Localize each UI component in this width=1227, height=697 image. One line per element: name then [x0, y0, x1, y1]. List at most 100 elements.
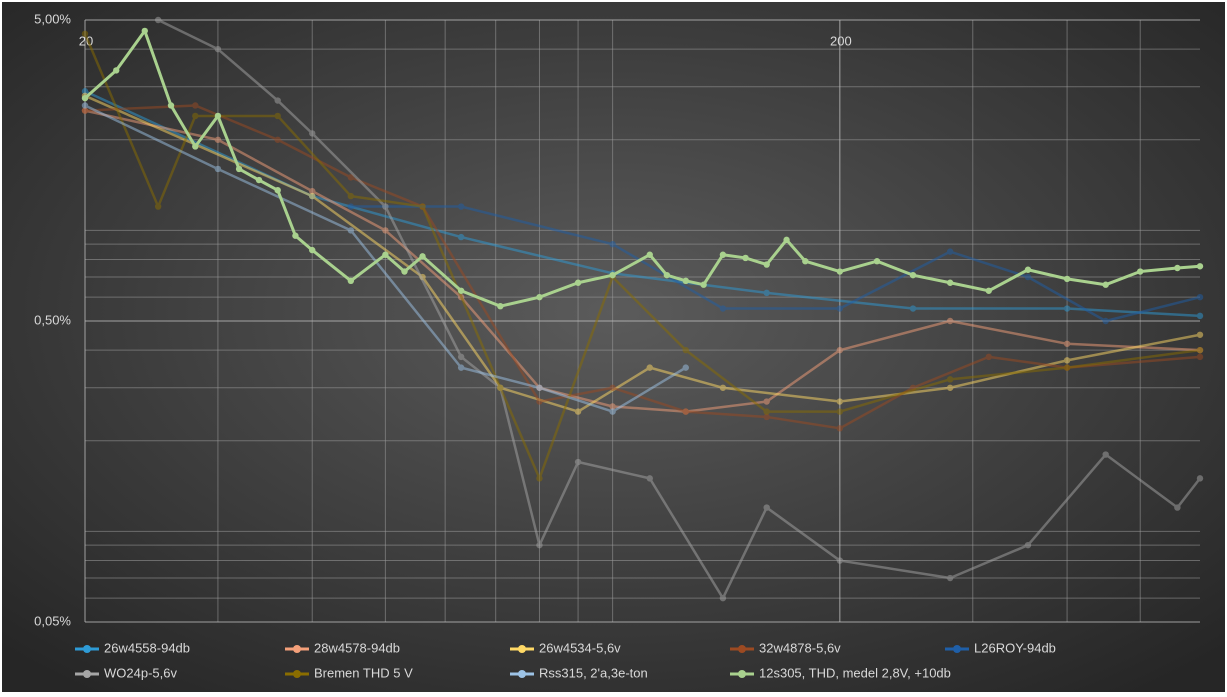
data-point — [574, 279, 582, 286]
data-point — [609, 271, 616, 279]
data-point — [700, 281, 707, 288]
legend-label: 26w4534-5,6v — [539, 640, 621, 655]
legend-label: 32w4878-5,6v — [759, 640, 841, 655]
data-point — [214, 136, 222, 143]
data-point — [719, 251, 727, 258]
data-point — [1024, 266, 1032, 273]
data-point — [457, 353, 465, 361]
data-point — [946, 376, 954, 383]
legend-marker — [518, 670, 526, 678]
y-tick-label: 0,50% — [34, 312, 71, 327]
data-point — [457, 203, 465, 210]
data-point — [154, 16, 162, 24]
legend-marker — [953, 645, 961, 653]
data-point — [536, 293, 543, 301]
data-point — [1024, 273, 1032, 281]
data-point — [419, 203, 426, 210]
data-point — [682, 277, 689, 285]
data-point — [347, 203, 355, 210]
data-point — [609, 384, 616, 391]
series-line — [84, 29, 1201, 308]
legend-marker — [293, 645, 301, 653]
data-point — [719, 594, 727, 602]
data-point — [81, 88, 89, 95]
data-point — [574, 408, 582, 415]
data-point — [401, 268, 408, 275]
data-point — [609, 403, 616, 410]
y-tick-label: 0,05% — [34, 613, 71, 628]
data-point — [309, 246, 316, 254]
data-point — [836, 346, 844, 354]
data-point — [536, 541, 543, 549]
data-point — [1063, 357, 1071, 364]
data-point — [1063, 275, 1071, 283]
legend-marker — [293, 670, 301, 678]
data-point — [274, 186, 281, 194]
data-point — [347, 192, 355, 200]
data-point — [347, 227, 355, 234]
data-point — [1063, 340, 1071, 347]
data-point — [646, 364, 653, 371]
data-point — [682, 346, 689, 354]
legend-marker — [518, 645, 526, 653]
legend-label: 12s305, THD, medel 2,8V, +10db — [759, 665, 951, 680]
data-point — [274, 136, 281, 143]
data-point — [946, 279, 954, 286]
data-point — [909, 271, 917, 279]
data-point — [497, 384, 504, 391]
data-point — [214, 165, 222, 173]
data-point — [382, 251, 389, 258]
data-point — [836, 557, 844, 564]
data-point — [1137, 268, 1144, 275]
data-point — [1196, 293, 1204, 301]
data-point — [347, 277, 355, 285]
legend-marker — [83, 645, 91, 653]
data-point — [192, 112, 199, 120]
data-point — [909, 305, 917, 312]
data-point — [1063, 305, 1071, 312]
data-point — [1196, 353, 1204, 361]
data-point — [609, 240, 616, 248]
data-point — [536, 384, 543, 391]
series-line — [157, 18, 1201, 600]
data-point — [873, 258, 881, 265]
data-point — [192, 143, 199, 150]
data-point — [742, 254, 749, 262]
data-point — [536, 398, 543, 405]
data-point — [309, 130, 316, 137]
data-point — [457, 233, 465, 241]
data-point — [81, 102, 89, 109]
data-point — [609, 408, 616, 415]
data-point — [719, 305, 727, 312]
data-point — [1196, 346, 1204, 354]
data-point — [167, 102, 175, 109]
data-point — [1174, 504, 1181, 511]
data-point — [274, 97, 281, 104]
data-point — [497, 302, 504, 310]
data-point — [419, 253, 426, 260]
data-point — [81, 94, 89, 102]
data-point — [836, 425, 844, 432]
data-point — [985, 287, 992, 294]
legend-marker — [83, 670, 91, 678]
data-point — [81, 107, 89, 114]
data-point — [1024, 541, 1032, 549]
data-point — [763, 398, 770, 405]
data-point — [946, 248, 954, 255]
data-point — [985, 353, 992, 361]
data-point — [1102, 317, 1109, 325]
data-point — [235, 165, 243, 173]
data-point — [836, 408, 844, 415]
data-point — [1196, 312, 1204, 320]
data-point — [946, 384, 954, 391]
data-point — [113, 67, 120, 74]
x-tick-label: 200 — [830, 33, 852, 48]
data-point — [154, 203, 162, 210]
legend-label: WO24p-5,6v — [104, 665, 177, 680]
data-point — [309, 192, 316, 200]
data-point — [946, 317, 954, 325]
legend-label: 28w4578-94db — [314, 640, 400, 655]
data-point — [763, 289, 770, 297]
data-point — [1196, 475, 1204, 482]
